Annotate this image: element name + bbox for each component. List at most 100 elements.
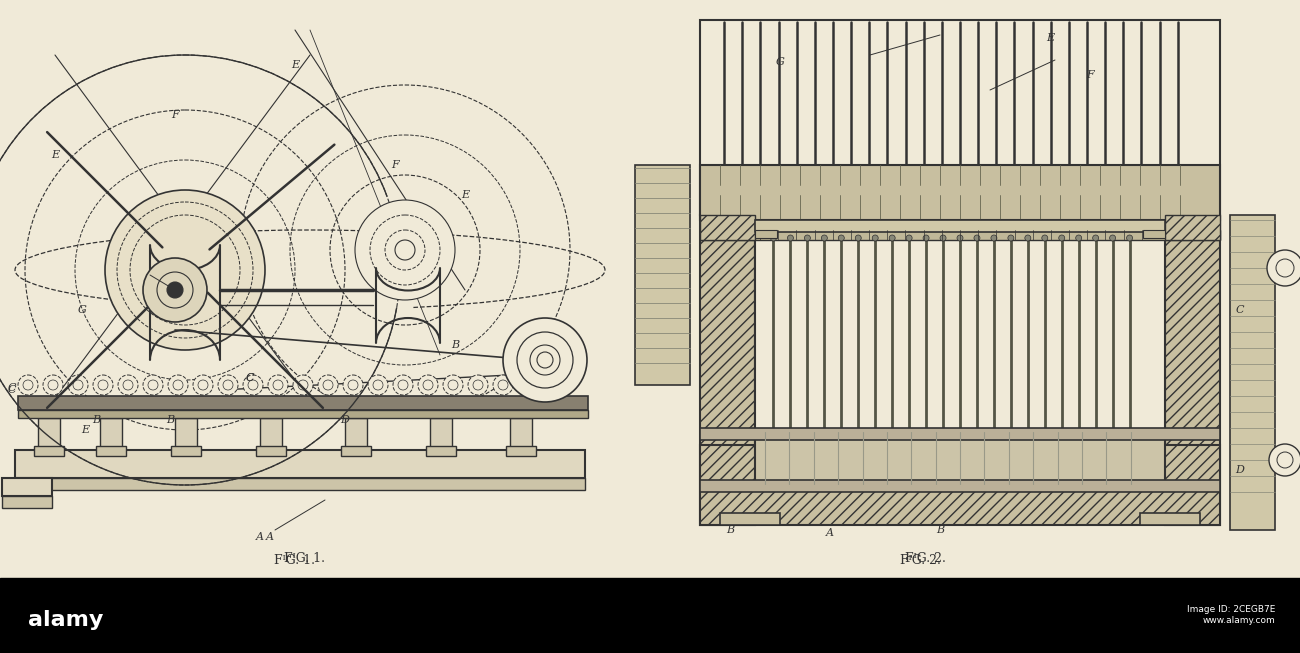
Circle shape bbox=[398, 380, 408, 390]
Circle shape bbox=[1127, 235, 1132, 241]
Bar bbox=[344, 418, 367, 450]
Text: F: F bbox=[172, 110, 179, 120]
Circle shape bbox=[923, 235, 930, 241]
Bar bbox=[16, 450, 585, 478]
Text: F: F bbox=[1086, 70, 1093, 80]
Bar bbox=[720, 513, 780, 525]
Bar bbox=[430, 418, 452, 450]
Circle shape bbox=[530, 345, 560, 375]
Bar bbox=[755, 432, 1165, 484]
Bar bbox=[100, 418, 122, 450]
Circle shape bbox=[73, 380, 83, 390]
Circle shape bbox=[143, 375, 162, 395]
Text: Image ID: 2CEGB7E
www.alamy.com: Image ID: 2CEGB7E www.alamy.com bbox=[1187, 605, 1275, 625]
Text: C: C bbox=[8, 385, 16, 395]
Circle shape bbox=[493, 375, 514, 395]
Circle shape bbox=[322, 380, 333, 390]
Bar bbox=[699, 215, 755, 240]
Bar bbox=[699, 445, 1219, 525]
Circle shape bbox=[1093, 235, 1098, 241]
Circle shape bbox=[889, 235, 896, 241]
Circle shape bbox=[268, 375, 289, 395]
Circle shape bbox=[517, 375, 538, 395]
Circle shape bbox=[957, 235, 963, 241]
Circle shape bbox=[18, 375, 38, 395]
Text: B: B bbox=[451, 340, 459, 350]
Bar bbox=[699, 20, 1219, 215]
Text: A: A bbox=[266, 532, 274, 542]
Circle shape bbox=[166, 282, 183, 298]
Circle shape bbox=[395, 240, 415, 260]
Text: E: E bbox=[462, 190, 469, 200]
Text: E: E bbox=[81, 425, 90, 435]
Bar bbox=[699, 230, 1219, 240]
Bar bbox=[699, 165, 1219, 220]
Circle shape bbox=[1277, 259, 1294, 277]
Bar bbox=[3, 478, 52, 496]
Circle shape bbox=[468, 375, 488, 395]
Circle shape bbox=[503, 318, 588, 402]
Circle shape bbox=[991, 235, 997, 241]
Circle shape bbox=[523, 380, 533, 390]
Text: E: E bbox=[291, 60, 299, 70]
Circle shape bbox=[838, 235, 844, 241]
Circle shape bbox=[23, 380, 32, 390]
Circle shape bbox=[517, 332, 573, 388]
Bar bbox=[18, 396, 588, 410]
Bar bbox=[34, 446, 64, 456]
Circle shape bbox=[148, 380, 159, 390]
Circle shape bbox=[473, 380, 484, 390]
Bar bbox=[510, 418, 532, 450]
Circle shape bbox=[822, 235, 827, 241]
Circle shape bbox=[157, 272, 192, 308]
Bar bbox=[755, 230, 777, 238]
Bar bbox=[176, 418, 198, 450]
Bar bbox=[172, 446, 202, 456]
Bar bbox=[0, 578, 1300, 653]
Circle shape bbox=[43, 375, 62, 395]
Circle shape bbox=[1058, 235, 1065, 241]
Circle shape bbox=[198, 380, 208, 390]
Bar bbox=[256, 446, 286, 456]
Circle shape bbox=[1268, 250, 1300, 286]
Bar bbox=[699, 480, 1219, 492]
Text: C: C bbox=[8, 383, 16, 393]
Bar bbox=[755, 220, 1165, 232]
Bar bbox=[1143, 230, 1165, 238]
Bar bbox=[506, 446, 536, 456]
Text: E: E bbox=[51, 150, 58, 160]
Text: FᴵG. 2.: FᴵG. 2. bbox=[905, 552, 945, 564]
Circle shape bbox=[940, 235, 946, 241]
Circle shape bbox=[1024, 235, 1031, 241]
Text: D: D bbox=[1235, 465, 1244, 475]
Circle shape bbox=[173, 380, 183, 390]
Circle shape bbox=[1269, 444, 1300, 476]
Bar bbox=[699, 428, 1219, 440]
Text: E: E bbox=[1046, 33, 1054, 43]
Circle shape bbox=[224, 380, 233, 390]
Circle shape bbox=[243, 375, 263, 395]
Circle shape bbox=[543, 375, 563, 395]
Text: G: G bbox=[78, 305, 86, 315]
Circle shape bbox=[422, 380, 433, 390]
Circle shape bbox=[906, 235, 913, 241]
Bar bbox=[16, 478, 585, 490]
Circle shape bbox=[273, 380, 283, 390]
Circle shape bbox=[68, 375, 88, 395]
Bar bbox=[755, 232, 1165, 432]
Circle shape bbox=[393, 375, 413, 395]
Bar bbox=[426, 446, 456, 456]
Bar bbox=[699, 215, 755, 525]
Bar bbox=[1140, 513, 1200, 525]
Text: C: C bbox=[1236, 305, 1244, 315]
Bar bbox=[18, 410, 588, 418]
Text: FᴵG. 1.: FᴵG. 1. bbox=[274, 554, 316, 567]
Circle shape bbox=[498, 380, 508, 390]
Bar bbox=[1230, 215, 1275, 530]
Text: D: D bbox=[341, 415, 350, 425]
Circle shape bbox=[105, 190, 265, 350]
Circle shape bbox=[94, 375, 113, 395]
Bar bbox=[96, 446, 126, 456]
Circle shape bbox=[168, 375, 188, 395]
Circle shape bbox=[348, 380, 358, 390]
